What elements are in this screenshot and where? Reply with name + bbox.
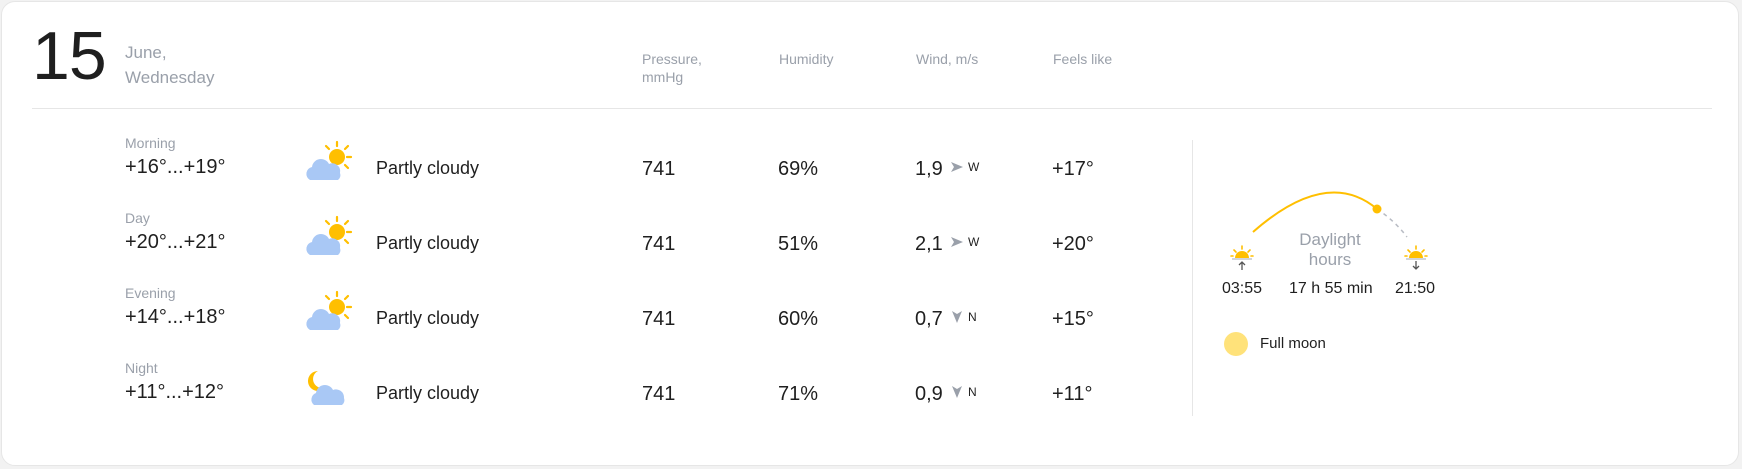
wind-direction-label: N: [968, 385, 977, 399]
partly-cloudy-day-icon: [304, 215, 354, 259]
pressure-value: 741: [642, 308, 676, 330]
feels-like-value: +20°: [1052, 233, 1094, 255]
sunset-icon: [1404, 245, 1428, 270]
condition-label: Partly cloudy: [376, 233, 480, 253]
period-label: Morning: [125, 135, 176, 151]
condition-label: Partly cloudy: [376, 158, 480, 178]
daylight-arc: [1252, 191, 1408, 238]
period-label: Night: [125, 360, 158, 376]
wind-speed-value: 2,1: [915, 233, 943, 255]
daylight-label: Daylight hours: [1270, 230, 1390, 270]
period-label: Day: [125, 210, 150, 226]
sunrise-icon: [1230, 245, 1254, 270]
forecast-row-evening: Evening +14°...+18° Partly cloudy 741 60% 0,7…: [2, 284, 1192, 359]
feels-like-value: +11°: [1052, 383, 1093, 405]
partly-cloudy-day-icon: [304, 140, 354, 184]
wind-direction-label: W: [968, 160, 980, 174]
humidity-value: 60%: [778, 308, 819, 330]
temperature-range: +14°...+18°: [125, 306, 226, 328]
temperature-range: +20°...+21°: [125, 231, 226, 253]
temperature-range: +16°...+19°: [125, 156, 226, 178]
sunrise-time: 03:55: [1222, 280, 1263, 297]
condition-label: Partly cloudy: [376, 383, 480, 403]
daylight-label-line2: hours: [1308, 250, 1352, 269]
wind-speed-value: 0,7: [915, 308, 943, 330]
feels-like-value: +15°: [1052, 308, 1094, 330]
pressure-value: 741: [642, 383, 676, 405]
vertical-divider: [1192, 140, 1193, 416]
temperature-range: +11°...+12°: [125, 381, 225, 403]
humidity-value: 51%: [778, 233, 819, 255]
header-pressure-line2: mmHg: [642, 69, 684, 85]
daylight-label-line1: Daylight: [1299, 230, 1361, 249]
date-month: June,: [125, 43, 167, 62]
wind-speed-value: 0,9: [915, 383, 943, 405]
partly-cloudy-night-icon: [304, 365, 354, 409]
wind-direction-label: W: [968, 235, 980, 249]
wind-direction-arrow-icon: [950, 235, 964, 249]
header-pressure-line1: Pressure,: [642, 51, 702, 67]
header-pressure: Pressure, mmHg: [642, 50, 702, 86]
header-humidity: Humidity: [779, 51, 834, 67]
wind-direction-arrow-icon: [950, 160, 964, 174]
forecast-row-night: Night +11°...+12° Partly cloudy 741 71% 0,9 N +…: [2, 359, 1192, 434]
wind-direction-label: N: [968, 310, 977, 324]
wind-speed-value: 1,9: [915, 158, 943, 180]
partly-cloudy-day-icon: [304, 290, 354, 334]
humidity-value: 71%: [778, 383, 819, 405]
feels-like-value: +17°: [1052, 158, 1094, 180]
period-label: Evening: [125, 285, 176, 301]
sunset-time: 21:50: [1395, 280, 1436, 297]
moon-phase-icon: [1224, 332, 1248, 356]
daylight-duration: 17 h 55 min: [1289, 280, 1373, 297]
forecast-row-morning: Morning +16°...+19° Partly cloudy 741 69% 1,9…: [2, 134, 1192, 209]
pressure-value: 741: [642, 158, 676, 180]
wind-direction-arrow-icon: [950, 385, 964, 399]
header-feels-like: Feels like: [1053, 51, 1113, 67]
wind-direction-arrow-icon: [950, 310, 964, 324]
forecast-row-day: Day +20°...+21° Partly cloudy 741 51% 2,1 W +20…: [2, 209, 1192, 284]
header-wind: Wind, m/s: [916, 51, 979, 67]
date-weekday: Wednesday: [125, 68, 215, 87]
date-day-number: 15: [32, 18, 107, 94]
date-label: June, Wednesday: [125, 40, 214, 90]
pressure-value: 741: [642, 233, 676, 255]
condition-label: Partly cloudy: [376, 308, 480, 328]
header-divider: [32, 108, 1712, 109]
moon-phase-label: Full moon: [1260, 335, 1326, 352]
humidity-value: 69%: [778, 158, 819, 180]
